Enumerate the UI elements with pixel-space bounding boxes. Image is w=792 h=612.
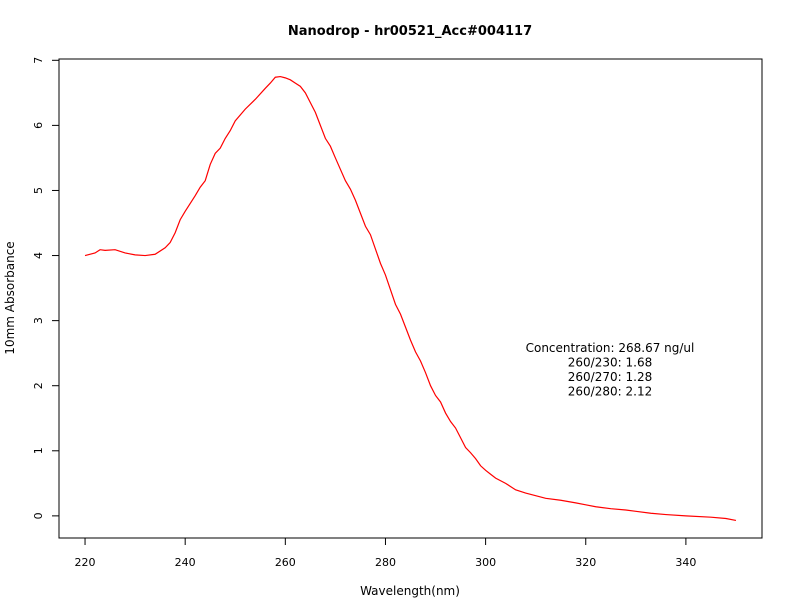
data-line: [84, 75, 737, 522]
chart-title: Nanodrop - hr00521_Acc#004117: [288, 24, 532, 39]
y-tick-label: 5: [32, 187, 45, 194]
x-tick-label: 260: [275, 556, 296, 569]
y-tick-label: 1: [32, 447, 45, 454]
annotation: Concentration: 268.67 ng/ul: [526, 341, 695, 355]
y-tick-label: 0: [32, 512, 45, 519]
x-axis-label: Wavelength(nm): [360, 584, 460, 598]
y-tick-label: 3: [32, 317, 45, 324]
y-axis-label: 10mm Absorbance: [3, 241, 17, 354]
y-tick-label: 7: [32, 57, 45, 64]
y-tick-label: 2: [32, 382, 45, 389]
y-tick-label: 4: [32, 252, 45, 259]
x-tick-label: 300: [475, 556, 496, 569]
x-tick-label: 240: [175, 556, 196, 569]
x-tick-label: 340: [675, 556, 696, 569]
x-tick-label: 220: [75, 556, 96, 569]
annotation: 260/270: 1.28: [568, 370, 652, 384]
annotation: 260/230: 1.68: [568, 356, 652, 370]
y-tick-label: 6: [32, 122, 45, 129]
x-tick-label: 320: [575, 556, 596, 569]
x-tick-label: 280: [375, 556, 396, 569]
annotation: 260/280: 2.12: [568, 385, 652, 399]
